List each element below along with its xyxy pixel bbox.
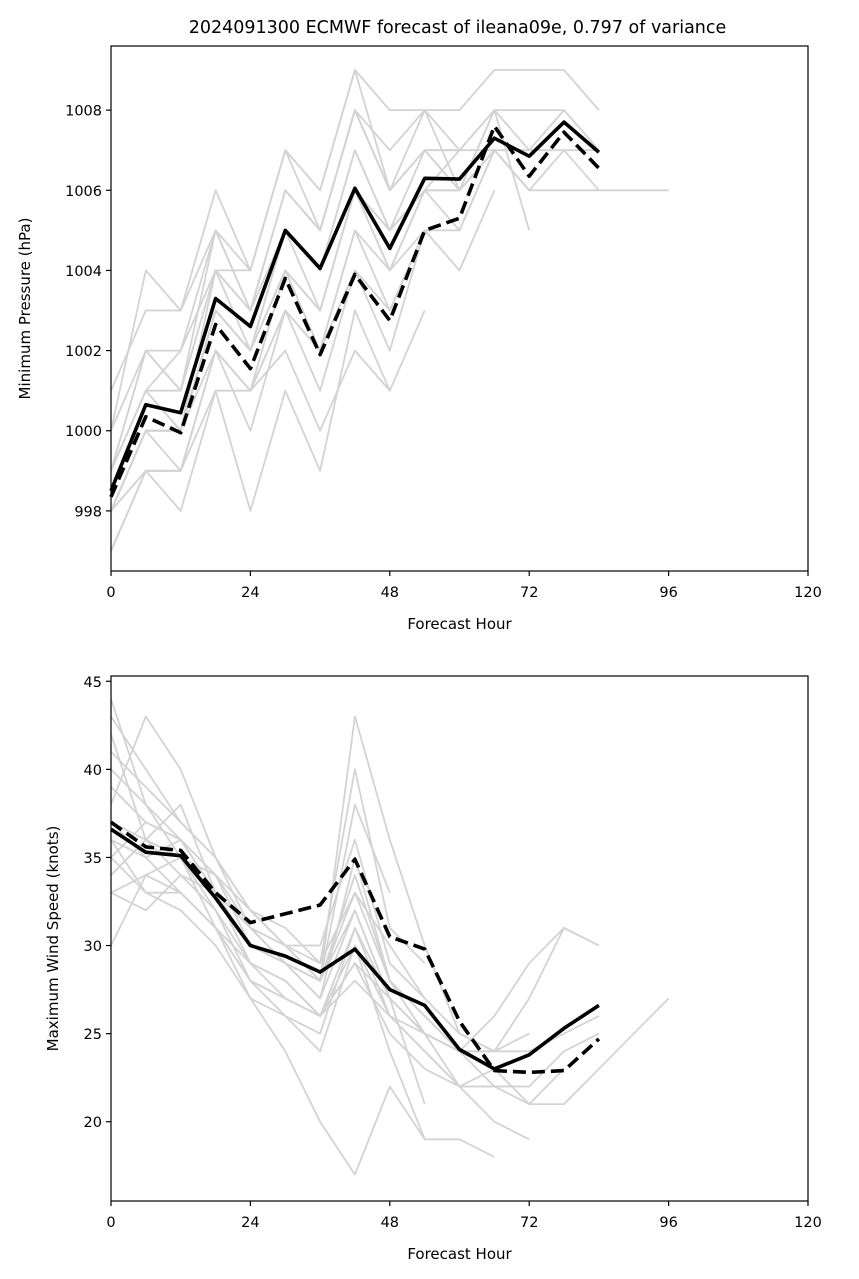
pressure-y-tick-label: 1004: [65, 264, 102, 280]
pressure-x-axis-label: Forecast Hour: [407, 615, 512, 633]
pressure-y-tick-label: 1006: [65, 184, 102, 200]
pressure-x-tick-label: 0: [106, 585, 115, 601]
wind-x-tick-label: 24: [241, 1215, 259, 1231]
pressure-x-tick-label: 96: [659, 585, 677, 601]
pressure-y-tick-label: 1002: [65, 344, 102, 360]
wind-series-member-9: [110, 733, 426, 1105]
pressure-series-member-4: [110, 309, 426, 552]
wind-y-tick-label: 20: [84, 1115, 102, 1131]
wind-panel: 0 24 48 72 96 120 20 25 30 35 40 45 Forecast Hour Max…: [44, 675, 822, 1263]
pressure-series-ensemble-mean: [109, 120, 601, 492]
wind-x-tick-label: 120: [794, 1215, 822, 1231]
pressure-series-member-10: [110, 69, 600, 472]
wind-y-tick-label: 40: [84, 763, 102, 779]
pressure-y-tick-label: 1008: [65, 104, 102, 120]
pressure-y-tick-label: 998: [74, 504, 102, 520]
wind-y-axis-label: Maximum Wind Speed (knots): [44, 826, 62, 1052]
wind-x-tick-label: 48: [381, 1215, 399, 1231]
wind-x-axis-label: Forecast Hour: [407, 1245, 512, 1263]
pressure-x-tick-label: 72: [520, 585, 538, 601]
wind-y-tick-label: 25: [84, 1027, 102, 1043]
pressure-series-weighted-mean: [109, 124, 601, 498]
wind-series-ensemble-mean: [110, 827, 600, 1071]
wind-y-tick-label: 30: [84, 939, 102, 955]
pressure-y-tick-label: 1000: [65, 424, 102, 440]
pressure-x-tick-label: 48: [381, 585, 399, 601]
chart-title: 2024091300 ECMWF forecast of ileana09e, …: [189, 18, 727, 38]
wind-x-tick-label: 0: [106, 1215, 115, 1231]
pressure-panel: 0 24 48 72 96 120 998 1000 1002 1004 1006 1008 20240…: [16, 18, 822, 633]
pressure-x-tick-label: 120: [794, 585, 822, 601]
pressure-x-tick-label: 24: [241, 585, 259, 601]
pressure-axes-frame: [110, 45, 809, 572]
wind-series-member-13: [110, 838, 565, 1105]
wind-series-weighted-mean: [109, 820, 601, 1075]
wind-axes-frame: [110, 675, 809, 1202]
wind-series-member-8: [110, 839, 495, 1176]
wind-series-member-16: [110, 874, 495, 1088]
wind-y-tick-label: 45: [84, 675, 102, 691]
pressure-y-axis-label: Minimum Pressure (hPa): [16, 218, 34, 400]
wind-x-tick-label: 72: [520, 1215, 538, 1231]
pressure-series-member-16: [110, 149, 496, 472]
wind-y-tick-label: 35: [84, 851, 102, 867]
wind-x-tick-label: 96: [659, 1215, 677, 1231]
pressure-series-member-14: [110, 229, 426, 512]
pressure-series-member-18: [110, 229, 426, 512]
